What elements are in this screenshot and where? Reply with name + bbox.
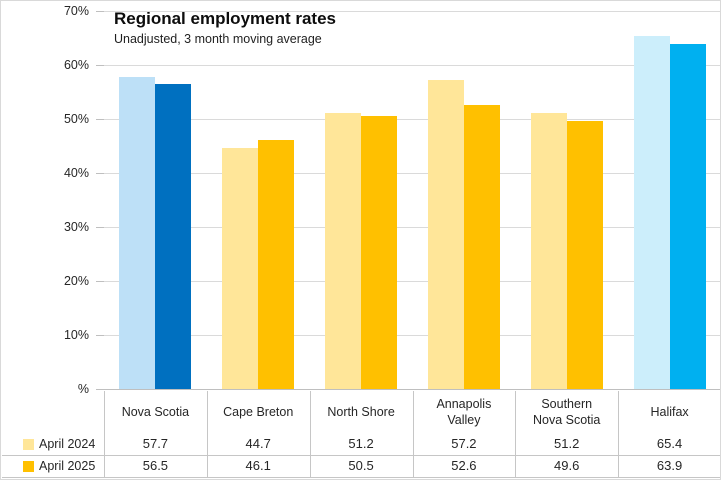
table-header-line: Cape Breton (223, 404, 294, 419)
table-header-southern-nova-scotia: Southern Nova Scotia (515, 391, 618, 433)
bar-april-2025-cape-breton (258, 140, 295, 389)
table-cell-april-2025-north-shore: 50.5 (348, 458, 374, 473)
legend-item-april-2025: April 2025 (23, 455, 95, 477)
y-axis-label: % (77, 382, 89, 396)
table-column-divider (413, 391, 414, 477)
y-axis-tick (96, 11, 104, 12)
bar-april-2024-north-shore (325, 112, 362, 389)
gridline (104, 65, 720, 66)
bar-april-2024-cape-breton (222, 147, 259, 389)
gridline (104, 281, 720, 282)
y-axis-label: 30% (63, 220, 89, 234)
table-cell-april-2025-nova-scotia: 56.5 (142, 458, 169, 473)
y-axis-tick (96, 173, 104, 174)
table-header-line: Nova Scotia (532, 413, 601, 427)
table-header-nova-scotia: Nova Scotia (104, 391, 207, 433)
legend-label: April 2024 (39, 437, 96, 451)
legend-label: April 2025 (39, 459, 96, 473)
bar-april-2025-annapolis-valley (463, 105, 500, 389)
table-header-north-shore: North Shore (310, 391, 413, 433)
table-cell-april-2024-cape-breton: 44.7 (245, 436, 271, 451)
gridline (104, 11, 720, 12)
bar-april-2024-nova-scotia (119, 77, 156, 389)
table-header-cape-breton: Cape Breton (207, 391, 310, 433)
table-cell-april-2024-north-shore: 51.2 (348, 436, 374, 451)
table-cell-april-2025-southern-nova-scotia: 49.6 (554, 458, 580, 473)
y-axis-label: 50% (63, 112, 89, 126)
legend-item-april-2024: April 2024 (23, 433, 95, 455)
table-cell-april-2025-halifax: 63.9 (656, 458, 683, 473)
table-header-halifax: Halifax (618, 391, 720, 433)
y-axis-tick (96, 65, 104, 66)
y-axis-tick (96, 335, 104, 336)
y-axis-tick (96, 227, 104, 228)
bar-april-2025-north-shore (361, 116, 398, 389)
bar-april-2024-annapolis-valley (427, 80, 464, 389)
table-cell-april-2025-cape-breton: 46.1 (245, 458, 271, 473)
table-column-divider (104, 391, 105, 477)
y-axis-label: 10% (63, 328, 89, 342)
table-header-line: Nova Scotia (121, 404, 190, 419)
bar-april-2024-southern-nova-scotia (530, 112, 567, 389)
table-row-divider (2, 455, 720, 456)
table-column-divider (207, 391, 208, 477)
gridline (104, 173, 720, 174)
y-axis-label: 60% (63, 58, 89, 72)
table-column-divider (618, 391, 619, 477)
legend-swatch-april-2024 (23, 438, 34, 450)
table-column-divider (515, 391, 516, 477)
y-axis-label: 40% (63, 166, 89, 180)
y-axis-tick (96, 389, 104, 390)
table-header-line: Halifax (650, 404, 689, 419)
chart-title: Regional employment rates (114, 9, 337, 28)
table-header-annapolis-valley: Annapolis Valley (413, 391, 516, 433)
table-header-line: Valley (447, 413, 481, 427)
table-bottom-border (2, 477, 720, 478)
chart-subtitle: Unadjusted, 3 month moving average (114, 32, 322, 46)
gridline (104, 119, 720, 120)
bar-april-2024-halifax (633, 35, 670, 389)
table-column-divider (310, 391, 311, 477)
bar-april-2025-southern-nova-scotia (566, 121, 603, 389)
table-cell-april-2025-annapolis-valley: 52.6 (451, 458, 477, 473)
table-header-line: North Shore (327, 404, 395, 419)
legend-swatch-april-2025 (23, 460, 34, 472)
table-cell-april-2024-annapolis-valley: 57.2 (451, 436, 477, 451)
x-axis-line (104, 389, 720, 390)
table-cell-april-2024-nova-scotia: 57.7 (142, 436, 169, 451)
table-header-line: Annapolis (436, 396, 492, 411)
gridline (104, 227, 720, 228)
table-header-line: Southern (541, 396, 593, 411)
bar-april-2025-nova-scotia (155, 83, 192, 389)
y-axis-tick (96, 281, 104, 282)
table-cell-april-2024-halifax: 65.4 (656, 436, 683, 451)
y-axis-tick (96, 119, 104, 120)
y-axis-label: 20% (63, 274, 89, 288)
table-cell-april-2024-southern-nova-scotia: 51.2 (554, 436, 580, 451)
y-axis-label: 70% (63, 4, 89, 18)
bar-april-2025-halifax (669, 43, 706, 389)
gridline (104, 335, 720, 336)
